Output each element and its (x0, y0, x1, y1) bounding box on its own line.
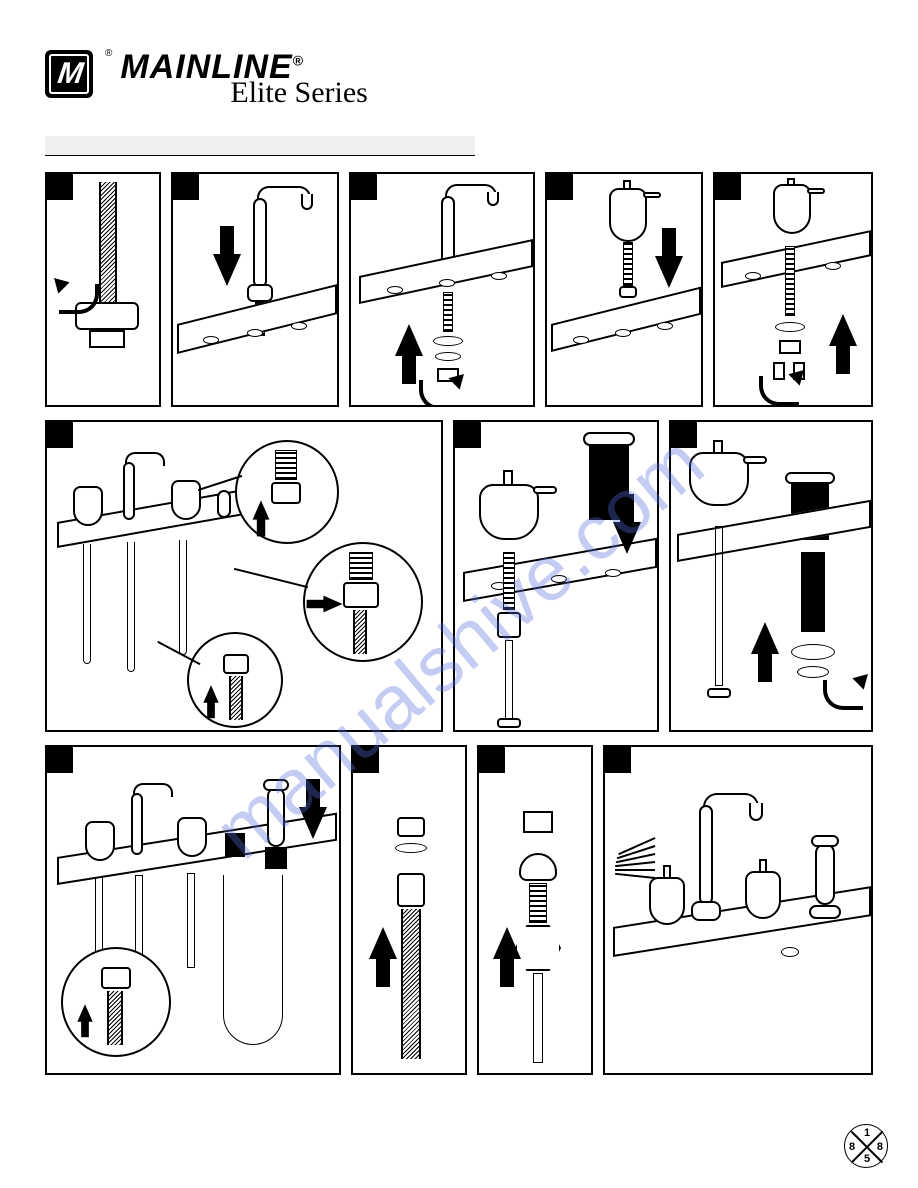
badge-circle-icon: 1 8 5 8 (844, 1124, 888, 1168)
panel-9 (45, 745, 341, 1075)
badge-top: 1 (864, 1127, 870, 1139)
panel-3-art (351, 174, 533, 405)
panel-1-art (47, 174, 159, 405)
panel-3 (349, 172, 535, 407)
panel-2-art (173, 174, 337, 405)
panel-8 (669, 420, 873, 732)
badge-right: 8 (877, 1141, 883, 1153)
brand-series: Elite Series (230, 78, 367, 108)
panel-6-art (47, 422, 441, 730)
panel-5 (713, 172, 873, 407)
logo-mark-registered: ® (105, 48, 112, 59)
panel-5-art (715, 174, 871, 405)
panel-4 (545, 172, 703, 407)
brand-name-registered: ® (293, 53, 304, 69)
logo-mark-icon: M (45, 50, 93, 98)
panel-7-art (455, 422, 657, 730)
panel-4-art (547, 174, 701, 405)
subtitle-bar (45, 136, 475, 156)
panel-7 (453, 420, 659, 732)
panel-1 (45, 172, 161, 407)
panel-9-art (47, 747, 339, 1073)
logo-text-group: MAINLINE® Elite Series (120, 50, 367, 108)
panel-11-art (479, 747, 591, 1073)
panel-11 (477, 745, 593, 1075)
panel-2 (171, 172, 339, 407)
page-badge: 1 8 5 8 (844, 1124, 888, 1168)
panel-8-art (671, 422, 871, 730)
panel-10-art (353, 747, 465, 1073)
badge-bottom: 5 (864, 1153, 870, 1165)
panel-6 (45, 420, 443, 732)
brand-logo: M ® MAINLINE® Elite Series (45, 50, 873, 108)
panel-12-art (605, 747, 871, 1073)
instruction-grid: manualshive.com (45, 172, 873, 1122)
panel-10 (351, 745, 467, 1075)
panel-12 (603, 745, 873, 1075)
logo-mark-letter: M (55, 57, 83, 91)
badge-left: 8 (849, 1141, 855, 1153)
